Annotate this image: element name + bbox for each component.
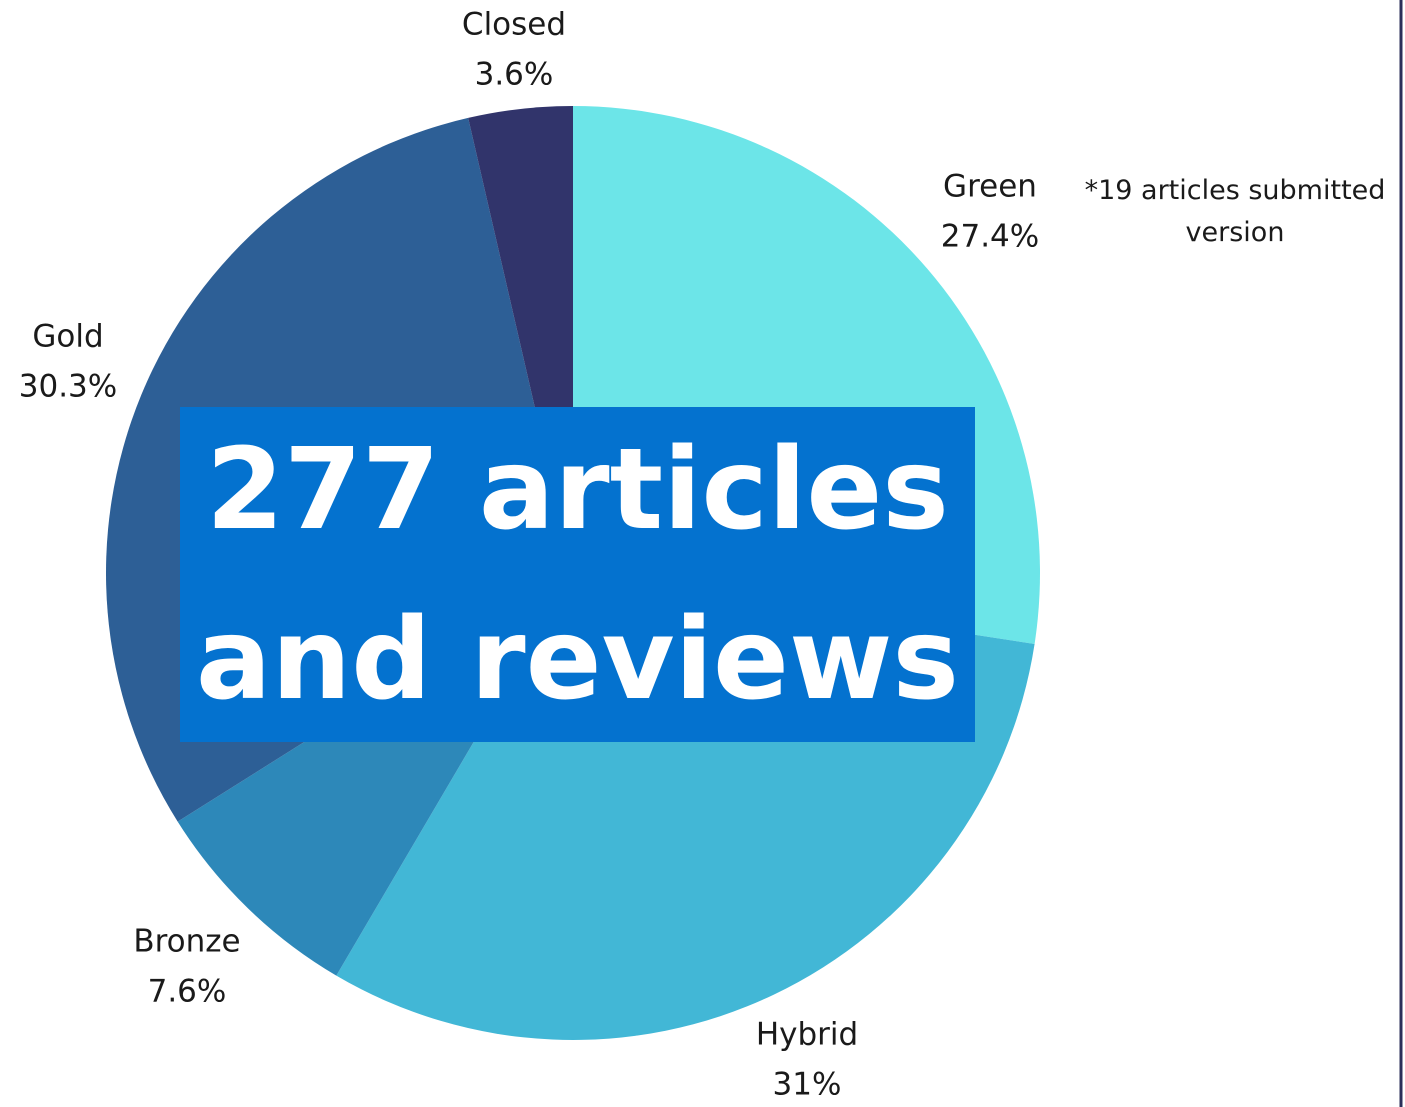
slice-label: Hybrid: [756, 1017, 858, 1053]
slice-value-label: 30.3%: [19, 369, 117, 405]
slice-value-label: 3.6%: [475, 57, 554, 93]
annotation: *19 articles submitted version: [1084, 175, 1386, 248]
slice-value-label: 31%: [773, 1067, 842, 1103]
slice-value-label: 27.4%: [941, 219, 1039, 255]
center-text: 277 articles and reviews: [180, 407, 975, 742]
slice-value-label: 7.6%: [148, 974, 227, 1010]
slice-label: Closed: [462, 7, 566, 43]
slice-label: Gold: [32, 319, 103, 355]
slice-label: Bronze: [133, 924, 240, 960]
slice-label: Green: [943, 169, 1037, 205]
